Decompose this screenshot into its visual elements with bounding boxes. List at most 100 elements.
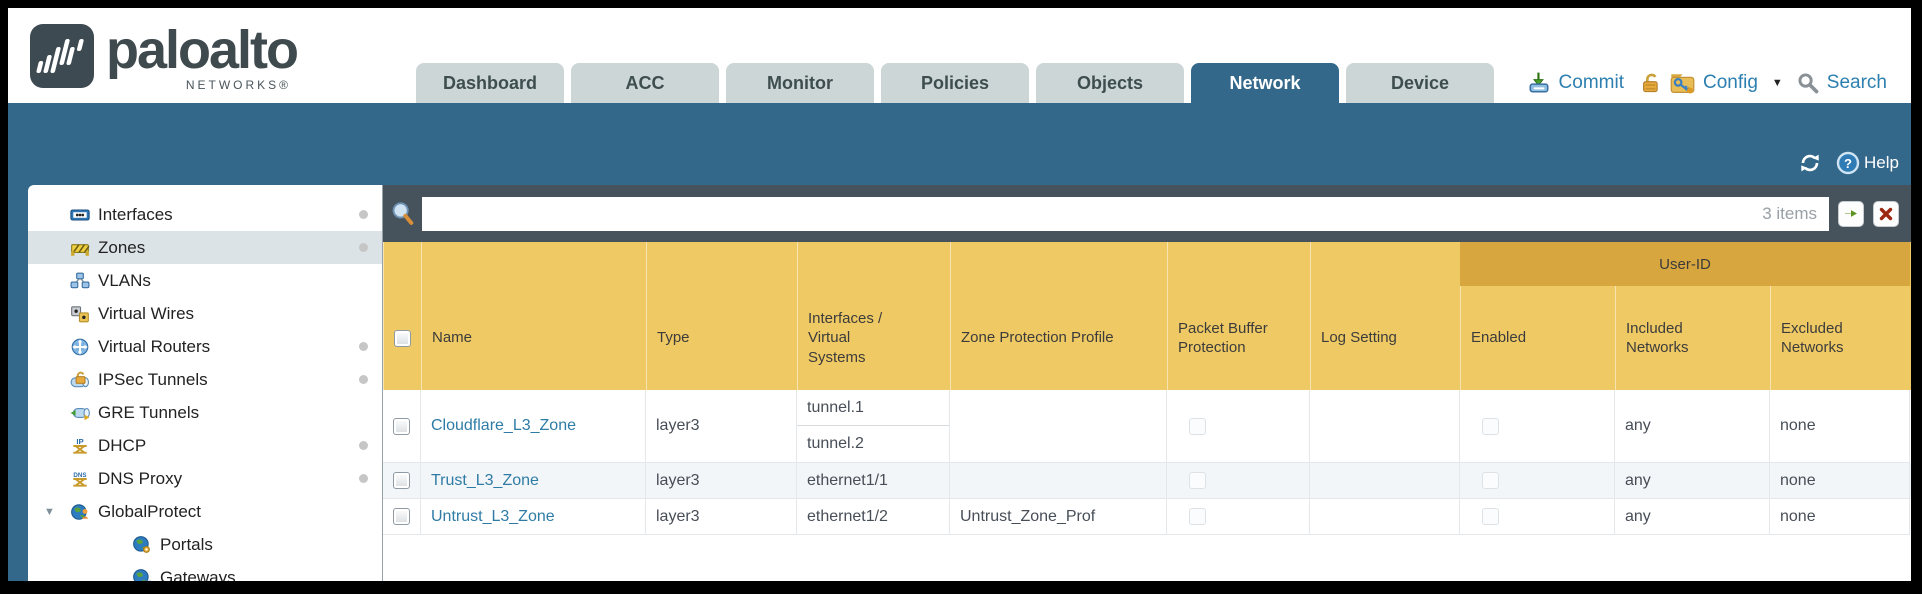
enabled-checkbox: [1482, 472, 1499, 489]
config-caret-icon[interactable]: ▼: [1771, 77, 1783, 89]
sidebar-item-interfaces[interactable]: Interfaces: [28, 198, 382, 231]
tab-network[interactable]: Network: [1191, 63, 1339, 103]
brand-sub: NETWORKS®: [185, 78, 292, 92]
log-setting-cell: [1310, 499, 1460, 535]
sidebar-item-gateways[interactable]: Gateways: [28, 561, 382, 581]
tab-device[interactable]: Device: [1346, 63, 1494, 103]
content-area: Interfaces Zones VLANs Virtua: [8, 185, 1911, 581]
included-networks-cell: any: [1615, 463, 1770, 499]
column-header-interfaces[interactable]: Interfaces / Virtual Systems: [797, 242, 950, 390]
tab-objects[interactable]: Objects: [1036, 63, 1184, 103]
zones-main-pane: 3 items User-ID Na: [383, 185, 1911, 581]
log-setting-cell: [1310, 390, 1460, 463]
sidebar-item-gre-tunnels[interactable]: GRE Tunnels: [28, 396, 382, 429]
refresh-icon[interactable]: [1798, 151, 1822, 175]
user-id-enabled-cell: [1460, 463, 1615, 499]
red-x-icon: [1879, 207, 1893, 220]
user-id-enabled-cell: [1460, 499, 1615, 535]
item-count: 3 items: [1762, 203, 1817, 223]
zone-type-cell: layer3: [646, 499, 797, 535]
help-icon: ?: [1836, 151, 1860, 175]
filter-input-wrap: 3 items: [422, 196, 1829, 231]
portals-icon: [132, 535, 152, 554]
svg-text:DNS: DNS: [73, 471, 86, 478]
tab-monitor[interactable]: Monitor: [726, 63, 874, 103]
sidebar-item-portals[interactable]: Portals: [28, 528, 382, 561]
sidebar-item-ipsec-tunnels[interactable]: IPSec Tunnels: [28, 363, 382, 396]
tab-dashboard[interactable]: Dashboard: [416, 63, 564, 103]
search-icon[interactable]: [1797, 72, 1819, 94]
filter-bar: 3 items: [383, 185, 1911, 242]
zone-protection-profile-cell: [950, 463, 1167, 499]
sidebar-item-label: DHCP: [98, 435, 147, 455]
expander-icon[interactable]: ▼: [44, 505, 55, 518]
sub-header-band: ? Help: [8, 103, 1911, 185]
search-link[interactable]: Search: [1826, 72, 1887, 93]
packet-buffer-protection-cell: [1167, 463, 1310, 499]
zone-name-link[interactable]: Cloudflare_L3_Zone: [431, 417, 576, 434]
commit-link[interactable]: Commit: [1558, 72, 1624, 93]
commit-icon[interactable]: [1527, 71, 1551, 95]
sidebar-item-zones[interactable]: Zones: [28, 231, 382, 264]
item-dot: [359, 342, 368, 351]
config-link[interactable]: Config: [1702, 72, 1758, 93]
apply-filter-button[interactable]: [1838, 200, 1864, 227]
column-header-type[interactable]: Type: [646, 242, 797, 390]
excluded-networks-cell: none: [1770, 463, 1910, 499]
config-icon[interactable]: [1670, 71, 1695, 95]
filter-input[interactable]: [422, 196, 1829, 231]
zone-interfaces-cell: ethernet1/2: [797, 499, 950, 535]
zone-interfaces-cell: ethernet1/1: [797, 463, 950, 499]
user-id-enabled-cell: [1460, 390, 1615, 463]
row-select-checkbox[interactable]: [393, 508, 410, 525]
item-dot: [359, 474, 368, 483]
packet-buffer-checkbox: [1189, 417, 1206, 435]
brand-wordmark: paloalto: [106, 20, 299, 80]
item-dot: [359, 375, 368, 384]
select-all-checkbox[interactable]: [394, 329, 411, 347]
column-header-zone-protection-profile[interactable]: Zone Protection Profile: [950, 242, 1167, 390]
help-button[interactable]: ? Help: [1836, 151, 1899, 175]
packet-buffer-protection-cell: [1167, 390, 1310, 463]
lock-icon[interactable]: [1640, 72, 1662, 94]
column-header-name[interactable]: Name: [421, 242, 646, 390]
column-header-excluded-networks[interactable]: Excluded Networks: [1770, 242, 1910, 390]
dns-proxy-icon: DNS: [70, 470, 90, 488]
sidebar-item-virtual-routers[interactable]: Virtual Routers: [28, 330, 382, 363]
app-window: paloalto NETWORKS® Dashboard ACC Monitor…: [8, 8, 1911, 581]
tab-acc[interactable]: ACC: [571, 63, 719, 103]
vlans-icon: [70, 272, 90, 290]
search-filter-icon[interactable]: [390, 201, 416, 227]
paloalto-logo: paloalto NETWORKS®: [30, 20, 299, 92]
gre-tunnels-icon: [70, 404, 90, 422]
sidebar-item-dns-proxy[interactable]: DNS DNS Proxy: [28, 462, 382, 495]
tab-policies[interactable]: Policies: [881, 63, 1029, 103]
sidebar-item-virtual-wires[interactable]: Virtual Wires: [28, 297, 382, 330]
virtual-wires-icon: [70, 305, 90, 323]
column-header-log-setting[interactable]: Log Setting: [1310, 242, 1460, 390]
top-header: paloalto NETWORKS® Dashboard ACC Monitor…: [8, 8, 1911, 103]
column-header-included-networks[interactable]: Included Networks: [1615, 242, 1770, 390]
dhcp-icon: IP: [70, 437, 90, 455]
zone-name-link[interactable]: Trust_L3_Zone: [431, 471, 539, 489]
sidebar-item-globalprotect[interactable]: ▼ GlobalProtect: [28, 495, 382, 528]
clear-filter-button[interactable]: [1873, 200, 1899, 227]
column-header-packet-buffer-protection[interactable]: Packet Buffer Protection: [1167, 242, 1310, 390]
zone-name-link[interactable]: Untrust_L3_Zone: [431, 507, 555, 525]
sidebar-item-label: GRE Tunnels: [98, 402, 200, 422]
row-select-checkbox[interactable]: [393, 472, 410, 489]
sidebar-item-dhcp[interactable]: IP DHCP: [28, 429, 382, 462]
sidebar-item-label: Virtual Routers: [98, 336, 211, 356]
sidebar-item-vlans[interactable]: VLANs: [28, 264, 382, 297]
interfaces-icon: [70, 206, 90, 224]
table-row: Cloudflare_L3_Zone layer3 tunnel.1 tunne…: [383, 390, 1911, 463]
svg-text:IP: IP: [76, 437, 83, 446]
zone-type-cell: layer3: [646, 390, 797, 463]
sidebar-item-label: IPSec Tunnels: [98, 369, 208, 389]
column-header-enabled[interactable]: Enabled: [1460, 242, 1615, 390]
sidebar-item-label: VLANs: [98, 270, 151, 290]
item-dot: [359, 243, 368, 252]
paloalto-logo-icon: [30, 24, 94, 88]
included-networks-cell: any: [1615, 390, 1770, 463]
row-select-checkbox[interactable]: [393, 417, 410, 435]
